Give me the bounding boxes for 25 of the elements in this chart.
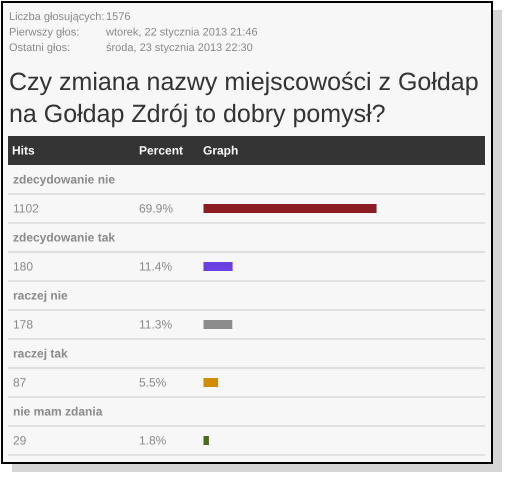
text: 178	[13, 318, 34, 332]
text: Graph	[203, 144, 238, 158]
text: Percent	[139, 144, 184, 158]
y-tick-label: raczej tak	[13, 346, 68, 360]
y-tick-label: raczej nie	[13, 288, 68, 302]
text: 1576	[106, 11, 130, 23]
data-label: 69.9%	[139, 202, 174, 216]
y-tick-label: zdecydowanie tak	[13, 230, 116, 244]
data-label: 5.5%	[139, 376, 167, 390]
data-label: 11.3%	[139, 318, 172, 332]
text: wtorek, 22 stycznia 2013 21:46	[105, 26, 258, 38]
y-tick-label: zdecydowanie nie	[13, 172, 116, 186]
text: środa, 23 stycznia 2013 22:30	[106, 42, 253, 54]
text: Hits	[12, 144, 35, 158]
text: Liczba głosujących:	[9, 11, 104, 23]
text: 1102	[13, 202, 40, 216]
text: 87	[13, 376, 27, 390]
y-tick-label: nie mam zdania	[13, 404, 103, 418]
data-label: 11.4%	[139, 260, 172, 274]
text: Pierwszy głos:	[9, 26, 80, 38]
text: Ostatni głos:	[9, 42, 70, 54]
text: 29	[13, 434, 27, 448]
chart-title: Czy zmiana nazwy miejscowości z Gołdap na Gołdap Zdrój to dobry pomysł?	[9, 68, 479, 128]
text: 180	[13, 260, 34, 274]
data-label: 1.8%	[139, 434, 167, 448]
